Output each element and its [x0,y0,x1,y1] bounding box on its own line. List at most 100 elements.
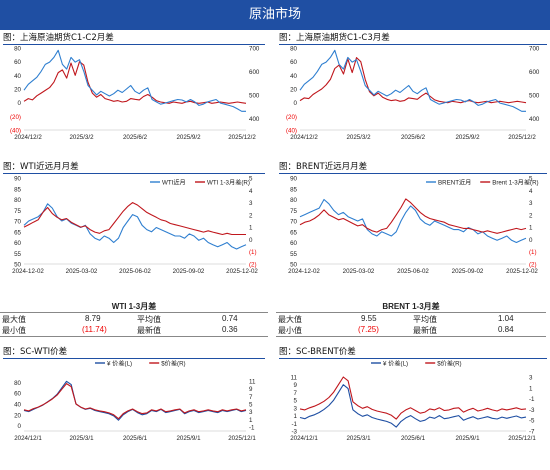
x-tick-label: 2025-09-02 [452,268,484,275]
x-tick-label: 2025/9/1 [176,435,201,442]
min-value: (11.74) [82,325,107,334]
y-left-tick-label: 1 [294,413,298,420]
avg-value: 1.04 [498,314,514,323]
avg-label: 平均值 [413,315,437,324]
y-right-tick-label: 5 [249,402,253,409]
y-right-tick-label: 1 [249,417,253,424]
legend-label: $价差(R) [161,359,185,367]
y-right-tick-label: 4 [529,188,533,195]
y-left-tick-label: 5 [294,398,298,405]
y-left-tick-label: 65 [290,229,297,236]
x-tick-label: 2025-12-02 [506,268,538,275]
y-left-tick-label: 0 [18,423,22,430]
legend-label: ¥ 价差(L) [107,359,132,367]
x-tick-label: 2025/12/2 [228,134,256,141]
y-left-tick-label: 85 [290,186,297,193]
legend-label: Brent 1-3月差(R) [492,178,538,186]
y-right-tick-label: 3 [529,200,533,207]
x-tick-label: 2025/6/1 [123,435,148,442]
legend-label: BRENT近月 [438,178,471,186]
x-tick-label: 2025/9/2 [455,134,480,141]
series-line-a [23,61,247,104]
panel-title-sc-c1c3: 图：上海原油期货C1-C3月差 [279,31,547,45]
series-line-a [299,384,527,428]
y-left-tick-label: 50 [14,262,21,269]
y-right-tick-label: -7 [529,429,535,436]
y-right-tick-label: 11 [249,378,256,385]
x-tick-label: 2024/12/2 [290,134,318,141]
y-left-tick-label: 70 [14,219,21,226]
x-tick-label: 2025/9/1 [455,435,480,442]
y-right-tick-label: -3 [529,407,535,414]
panel-title-sc-brent: 图：SC-BRENT价差 [279,345,547,359]
y-left-tick-label: 9 [294,382,298,389]
y-left-tick-label: 90 [14,176,21,183]
y-right-tick-label: 9 [249,386,253,393]
y-right-tick-label: 500 [529,92,540,99]
series-line-b [23,383,247,420]
x-tick-label: 2025/6/2 [123,134,148,141]
x-tick-label: 2025/3/2 [69,134,94,141]
y-right-tick-label: (2) [529,262,537,269]
section-banner: 原油市场 [0,0,550,30]
y-left-tick-label: 20 [14,87,21,94]
panel-title-brent: 图：BRENT近远月月差 [279,160,547,174]
series-line-b [23,49,246,112]
y-left-tick-label: 55 [290,251,297,258]
y-left-tick-label: 40 [290,73,297,80]
max-value: 9.55 [361,314,377,323]
chart-brent-spread: 90 85 80 75 70 65 60 55 50 5 4 3 2 1 0 (1) (2) 2024-12-02… [288,176,538,276]
avg-value: 0.74 [222,314,238,323]
legend-label: WTI 1-3月差(R) [207,178,250,186]
y-left-tick-label: 0 [18,100,22,107]
y-right-tick-label: 1 [249,225,253,232]
y-left-tick-label: 50 [290,262,297,269]
y-left-tick-label: -1 [291,421,297,428]
y-left-tick-label: 80 [14,46,21,53]
y-left-tick-label: 0 [294,100,298,107]
x-tick-label: 2025/12/1 [228,435,256,442]
latest-value: 0.84 [498,325,514,334]
stats-brent: BRENT 1-3月差 最大值 9.55 平均值 1.04 最小值 (7.25)… [276,301,546,341]
chart-sc-c1c2: 80 60 40 20 0 (20) (40) 700 600 500 400 2024/12/2 20… [10,46,260,142]
max-label: 最大值 [278,315,302,324]
x-tick-label: 2024/12/2 [14,134,42,141]
y-right-tick-label: 500 [249,92,260,99]
y-right-tick-label: 4 [249,188,253,195]
max-label: 最大值 [2,315,26,324]
chart-wti-spread: 90 85 80 75 70 65 60 55 50 5 4 3 2 1 0 (1) (2) 2024-12-02… [12,176,258,276]
y-left-tick-label: 20 [14,412,21,419]
legend-label: ¥ 价差(L) [383,359,408,367]
section-title: 原油市场 [248,7,301,22]
y-right-tick-label: 5 [529,176,533,183]
panel-title-sc-wti: 图：SC-WTI价差 [3,345,265,359]
y-right-tick-label: 1 [529,225,533,232]
x-tick-label: 2024-12-02 [288,268,320,275]
x-tick-label: 2024/12/1 [14,435,42,442]
x-tick-label: 2025-09-02 [173,268,205,275]
series-line-a [23,203,247,250]
y-left-tick-label: 70 [290,219,297,226]
x-tick-label: 2024/12/1 [290,435,318,442]
y-left-tick-label: (20) [286,114,297,121]
y-right-tick-label: 3 [529,375,533,382]
y-right-tick-label: 5 [249,176,253,183]
x-tick-label: 2025/6/2 [401,134,426,141]
y-right-tick-label: 700 [529,46,540,53]
y-left-tick-label: 11 [291,375,298,382]
y-left-tick-label: 40 [14,73,21,80]
y-right-tick-label: 400 [529,116,540,123]
y-left-tick-label: 60 [14,59,21,66]
x-tick-label: 2025-03-02 [343,268,375,275]
y-right-tick-label: 700 [249,46,260,53]
y-right-tick-label: 0 [529,237,533,244]
x-tick-label: 2025/12/2 [508,134,536,141]
y-left-tick-label: (20) [10,114,21,121]
panel-title-wti: 图：WTI近远月月差 [3,160,265,174]
y-right-tick-label: 600 [529,69,540,76]
panel-title-sc-c1c2: 图：上海原油期货C1-C2月差 [3,31,265,45]
series-line-b [23,202,246,236]
y-left-tick-label: -3 [291,429,297,436]
